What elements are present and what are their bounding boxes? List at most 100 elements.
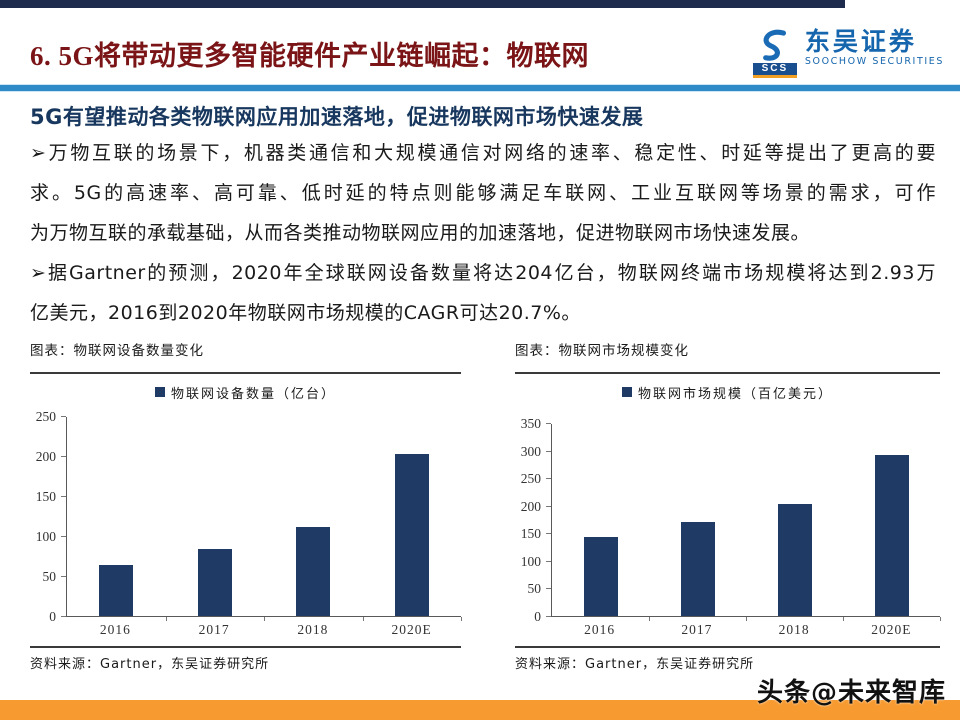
chart-legend: 物联网市场规模（百亿美元） — [515, 382, 940, 402]
x-tick-label: 2018 — [778, 622, 810, 637]
y-tick-mark — [61, 536, 66, 537]
page-title: 6. 5G将带动更多智能硬件产业链崛起：物联网 — [30, 41, 590, 71]
y-tick-mark — [546, 423, 551, 424]
plot-wrap: 0 50 100 150 200 250 — [30, 402, 462, 624]
y-tick-label: 200 — [520, 498, 541, 514]
logo-mark: SCS — [752, 28, 798, 78]
body-line: ➢据Gartner的预测，2020年全球联网设备数量将达204亿台，物联网终端市… — [30, 262, 936, 284]
bar-2020E — [394, 453, 429, 616]
bar-slot — [746, 424, 843, 616]
body-text: ➢万物互联的场景下，机器类通信和大规模通信对网络的速率、稳定性、时延等提出了更高… — [30, 133, 936, 333]
x-tick-label: 2016 — [584, 622, 616, 637]
logo-name-en: SOOCHOW SECURITIES — [804, 56, 944, 67]
plot-wrap: 0 50 100 150 200 250 300 350 — [515, 402, 941, 624]
chart-iot-device-count: 图表：物联网设备数量变化 物联网设备数量（亿台） 0 50 100 150 200 250… — [30, 340, 462, 672]
y-tick-label: 250 — [520, 471, 541, 487]
divider-line — [30, 372, 461, 374]
y-tick-label: 0 — [534, 609, 541, 624]
x-axis-labels: 2016 2017 2018 2020E — [551, 617, 940, 643]
bar-2017 — [680, 522, 715, 616]
y-tick-label: 50 — [527, 581, 542, 597]
section-subtitle: 5G有望推动各类物联网应用加速落地，促进物联网市场快速发展 — [30, 105, 644, 129]
y-tick-mark — [61, 616, 66, 617]
y-tick-mark — [546, 505, 551, 507]
plot-area — [66, 417, 462, 621]
y-tick-label: 100 — [520, 553, 541, 569]
body-line: 亿美元，2016到2020年物联网市场规模的CAGR可达20.7%。 — [30, 302, 581, 324]
legend-label: 物联网设备数量（亿台） — [170, 386, 336, 402]
bar-2017 — [197, 549, 232, 616]
legend-swatch — [621, 387, 632, 397]
logo-badge: SCS — [752, 63, 797, 78]
x-tick-label: 2018 — [297, 622, 329, 637]
chart-title: 图表：物联网设备数量变化 — [30, 343, 204, 359]
bar-2016 — [583, 537, 618, 616]
y-axis-labels: 0 50 100 150 200 250 — [30, 409, 66, 624]
y-tick-label: 250 — [35, 409, 56, 424]
y-tick-mark — [546, 450, 551, 452]
body-line: 求。5G的高速率、高可靠、低时延的特点则能够满足车联网、工业互联网等场景的需求，… — [30, 182, 936, 204]
watermark: 头条@未来智库 — [756, 678, 946, 708]
legend-swatch — [154, 387, 165, 397]
y-tick-mark — [61, 416, 66, 417]
header-divider — [0, 84, 960, 92]
chart-legend: 物联网设备数量（亿台） — [30, 382, 461, 402]
y-tick-label: 200 — [35, 449, 56, 464]
bars — [552, 424, 940, 616]
bar-slot — [552, 424, 649, 616]
bar-slot — [843, 424, 940, 616]
bar-slot — [67, 417, 166, 616]
x-tick-mark — [165, 617, 167, 621]
y-tick-mark — [546, 616, 551, 617]
source-note: 资料来源：Gartner，东吴证券研究所 — [30, 657, 270, 672]
x-tick-label: 2020E — [391, 622, 432, 637]
y-tick-mark — [61, 456, 66, 457]
y-tick-mark — [546, 560, 551, 562]
swirl-icon — [762, 29, 786, 61]
bottom-accent-bar — [0, 700, 960, 720]
bar-slot — [166, 417, 265, 616]
body-line: 为万物互联的承载基础，从而各类推动物联网应用的加速落地，促进物联网市场快速发展。 — [30, 222, 811, 244]
x-tick-mark — [461, 617, 462, 621]
source-note: 资料来源：Gartner，东吴证券研究所 — [515, 657, 755, 672]
x-tick-mark — [649, 617, 650, 621]
x-tick-label: 2017 — [681, 622, 713, 637]
bar-slot — [264, 417, 363, 616]
x-tick-mark — [362, 617, 364, 621]
bar-2016 — [99, 565, 134, 616]
x-tick-label: 2017 — [198, 622, 230, 637]
x-tick-label: 2016 — [99, 622, 131, 637]
chart-title: 图表：物联网市场规模变化 — [515, 343, 689, 359]
charts-row: 图表：物联网设备数量变化 物联网设备数量（亿台） 0 50 100 150 200 250… — [30, 340, 941, 672]
bar-2020E — [874, 455, 909, 616]
x-axis-labels: 2016 2017 2018 2020E — [66, 617, 461, 643]
y-tick-label: 350 — [520, 416, 541, 431]
x-tick-label: 2020E — [871, 622, 912, 637]
divider-line — [515, 646, 940, 648]
y-tick-mark — [546, 478, 551, 480]
y-tick-label: 150 — [35, 489, 56, 504]
divider-line — [30, 646, 461, 648]
x-axis-row: 2016 2017 2018 2020E — [30, 617, 461, 643]
bars — [67, 417, 461, 616]
plot-area — [551, 424, 941, 621]
y-tick-mark — [61, 496, 66, 497]
bar-slot — [649, 424, 746, 616]
x-tick-mark — [746, 617, 747, 621]
company-logo: SCS 东吴证券 SOOCHOW SECURITIES — [752, 28, 944, 78]
y-tick-label: 150 — [520, 526, 541, 542]
bar-2018 — [777, 503, 812, 616]
logo-text: 东吴证券 SOOCHOW SECURITIES — [805, 28, 944, 68]
y-tick-mark — [546, 533, 551, 535]
y-axis-labels: 0 50 100 150 200 250 300 350 — [515, 416, 551, 624]
x-tick-mark — [264, 617, 265, 621]
top-accent-strip — [0, 0, 845, 8]
y-tick-label: 50 — [42, 569, 57, 584]
chart-iot-market-size: 图表：物联网市场规模变化 物联网市场规模（百亿美元） 0 50 100 150 200 2… — [515, 340, 941, 672]
y-tick-label: 300 — [520, 443, 541, 459]
legend-label: 物联网市场规模（百亿美元） — [637, 386, 833, 402]
y-tick-mark — [546, 588, 551, 590]
y-tick-mark — [61, 576, 66, 577]
logo-name-cn: 东吴证券 — [804, 27, 917, 56]
